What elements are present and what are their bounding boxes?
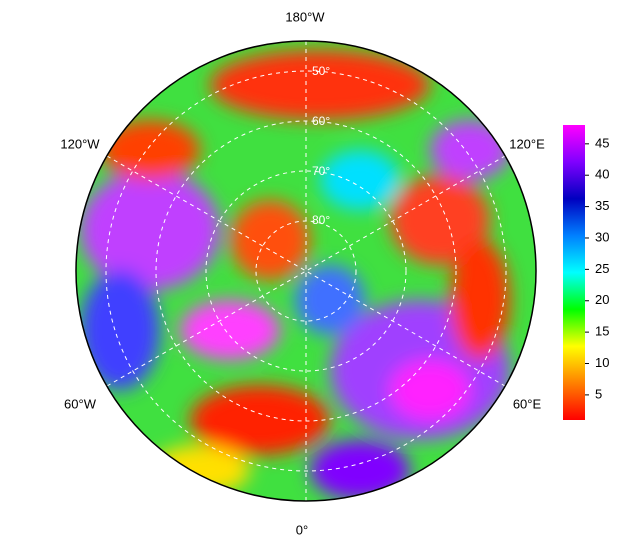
- latitude-label: 80°: [312, 213, 330, 227]
- graticule: [105, 41, 507, 501]
- latitude-label: 50°: [312, 64, 330, 78]
- colorbar: [563, 125, 585, 420]
- latitude-label: 70°: [312, 164, 330, 178]
- field: [76, 41, 536, 501]
- longitude-label: 120°E: [509, 136, 545, 151]
- map-border: [75, 40, 537, 502]
- longitude-label: 0°: [296, 522, 308, 537]
- colorbar-tick-label: 30: [595, 229, 609, 244]
- colorbar-tick-label: 40: [595, 167, 609, 182]
- colorbar-tick-label: 5: [595, 386, 602, 401]
- longitude-label: 120°W: [60, 136, 100, 151]
- colorbar-tick-label: 25: [595, 261, 609, 276]
- longitude-label: 180°W: [285, 9, 325, 24]
- colorbar-tick-label: 10: [595, 355, 609, 370]
- latitude-label: 60°: [312, 114, 330, 128]
- colorbar-tick-label: 35: [595, 198, 609, 213]
- colorbar-tick-label: 45: [595, 135, 609, 150]
- longitude-label: 60°E: [513, 396, 542, 411]
- colorbar-tick-label: 20: [595, 292, 609, 307]
- colorbar-tick-label: 15: [595, 324, 609, 339]
- longitude-label: 60°W: [64, 396, 97, 411]
